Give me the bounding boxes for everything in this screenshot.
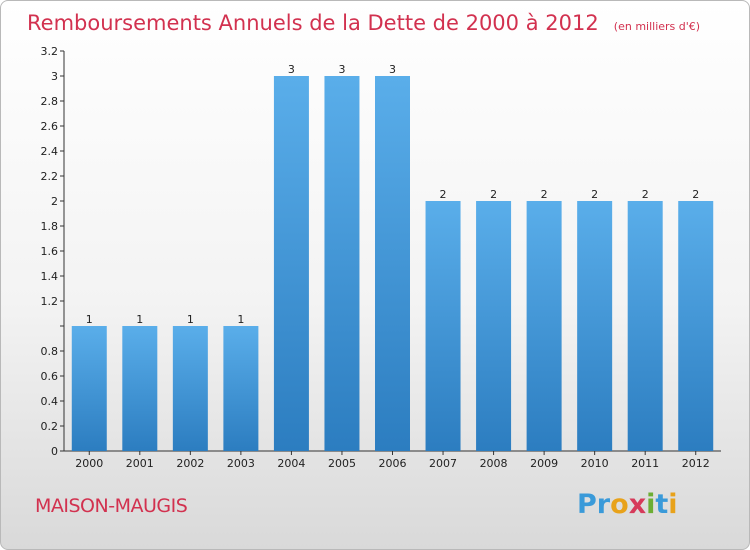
x-tick-label: 2011 [631,457,659,470]
x-tick-label: 2002 [176,457,204,470]
value-label: 2 [692,188,699,201]
x-tick-label: 2008 [480,457,508,470]
y-tick-label: 1.6 [41,245,59,258]
x-tick-label: 2007 [429,457,457,470]
bar [577,201,613,451]
value-labels: 1 1 1 1 3 3 3 2 2 2 2 2 2 [86,63,699,326]
bar [71,326,107,451]
x-axis: 2000 2001 2002 2003 2004 2005 2006 2007 2008 2009… [64,450,721,470]
chart-title: Remboursements Annuels de la Dette de 20… [27,11,700,35]
logo-letter: P [577,489,597,520]
bar [375,76,410,451]
y-tick-label: 0.6 [41,370,59,383]
y-tick-label: 2.8 [41,95,59,108]
x-tick-label: 2004 [277,457,305,470]
y-tick-label: 0 [51,445,58,458]
x-tick-label: 2001 [126,457,154,470]
value-label: 1 [136,313,143,326]
value-label: 2 [541,188,548,201]
value-label: 1 [86,313,93,326]
logo-letter: x [628,489,647,520]
bar [223,326,259,451]
x-tick-label: 2000 [75,457,103,470]
value-label: 2 [642,188,649,201]
logo-letter: t [655,489,669,520]
bar [122,326,158,451]
x-tick-label: 2012 [682,457,710,470]
bar [476,201,512,451]
bar-series [71,76,714,451]
y-tick-label: 1.8 [41,220,59,233]
x-tick-label: 2010 [581,457,609,470]
y-tick-label: 2 [51,195,58,208]
proxiti-logo: Proxiti [577,489,678,520]
bar [172,326,208,451]
y-tick-label: 1.2 [41,295,59,308]
x-tick-label: 2003 [227,457,255,470]
value-label: 3 [389,63,396,76]
bar [627,201,663,451]
bar [526,201,562,451]
bar [425,201,461,451]
value-label: 1 [237,313,244,326]
bar [324,76,360,451]
x-tick-label: 2006 [379,457,407,470]
value-label: 3 [338,63,345,76]
logo-letter: r [596,489,611,520]
y-tick-label: 1.4 [41,270,59,283]
y-axis: 0 0.2 0.4 0.6 0.8 1.2 1.4 1.6 1.8 2 2.2 2.4 2.6 2.8 3 3… [41,45,65,458]
y-tick-label: 3 [51,70,58,83]
value-label: 2 [591,188,598,201]
value-label: 2 [490,188,497,201]
x-tick-label: 2009 [530,457,558,470]
value-label: 3 [288,63,295,76]
y-tick-label: 2.2 [41,170,59,183]
y-tick-label: 0.8 [41,345,59,358]
logo-letter: i [668,489,678,520]
y-tick-label: 2.4 [41,145,59,158]
y-tick-label: 3.2 [41,45,59,58]
y-tick-label: 2.6 [41,120,59,133]
logo-letter: o [610,489,629,520]
bar [273,76,309,451]
value-label: 2 [440,188,447,201]
x-tick-label: 2005 [328,457,356,470]
value-label: 1 [187,313,194,326]
logo-letter: i [646,489,656,520]
town-name: MAISON-MAUGIS [35,495,188,517]
y-tick-label: 0.4 [41,395,59,408]
bar [678,201,714,451]
y-tick-label: 0.2 [41,420,59,433]
